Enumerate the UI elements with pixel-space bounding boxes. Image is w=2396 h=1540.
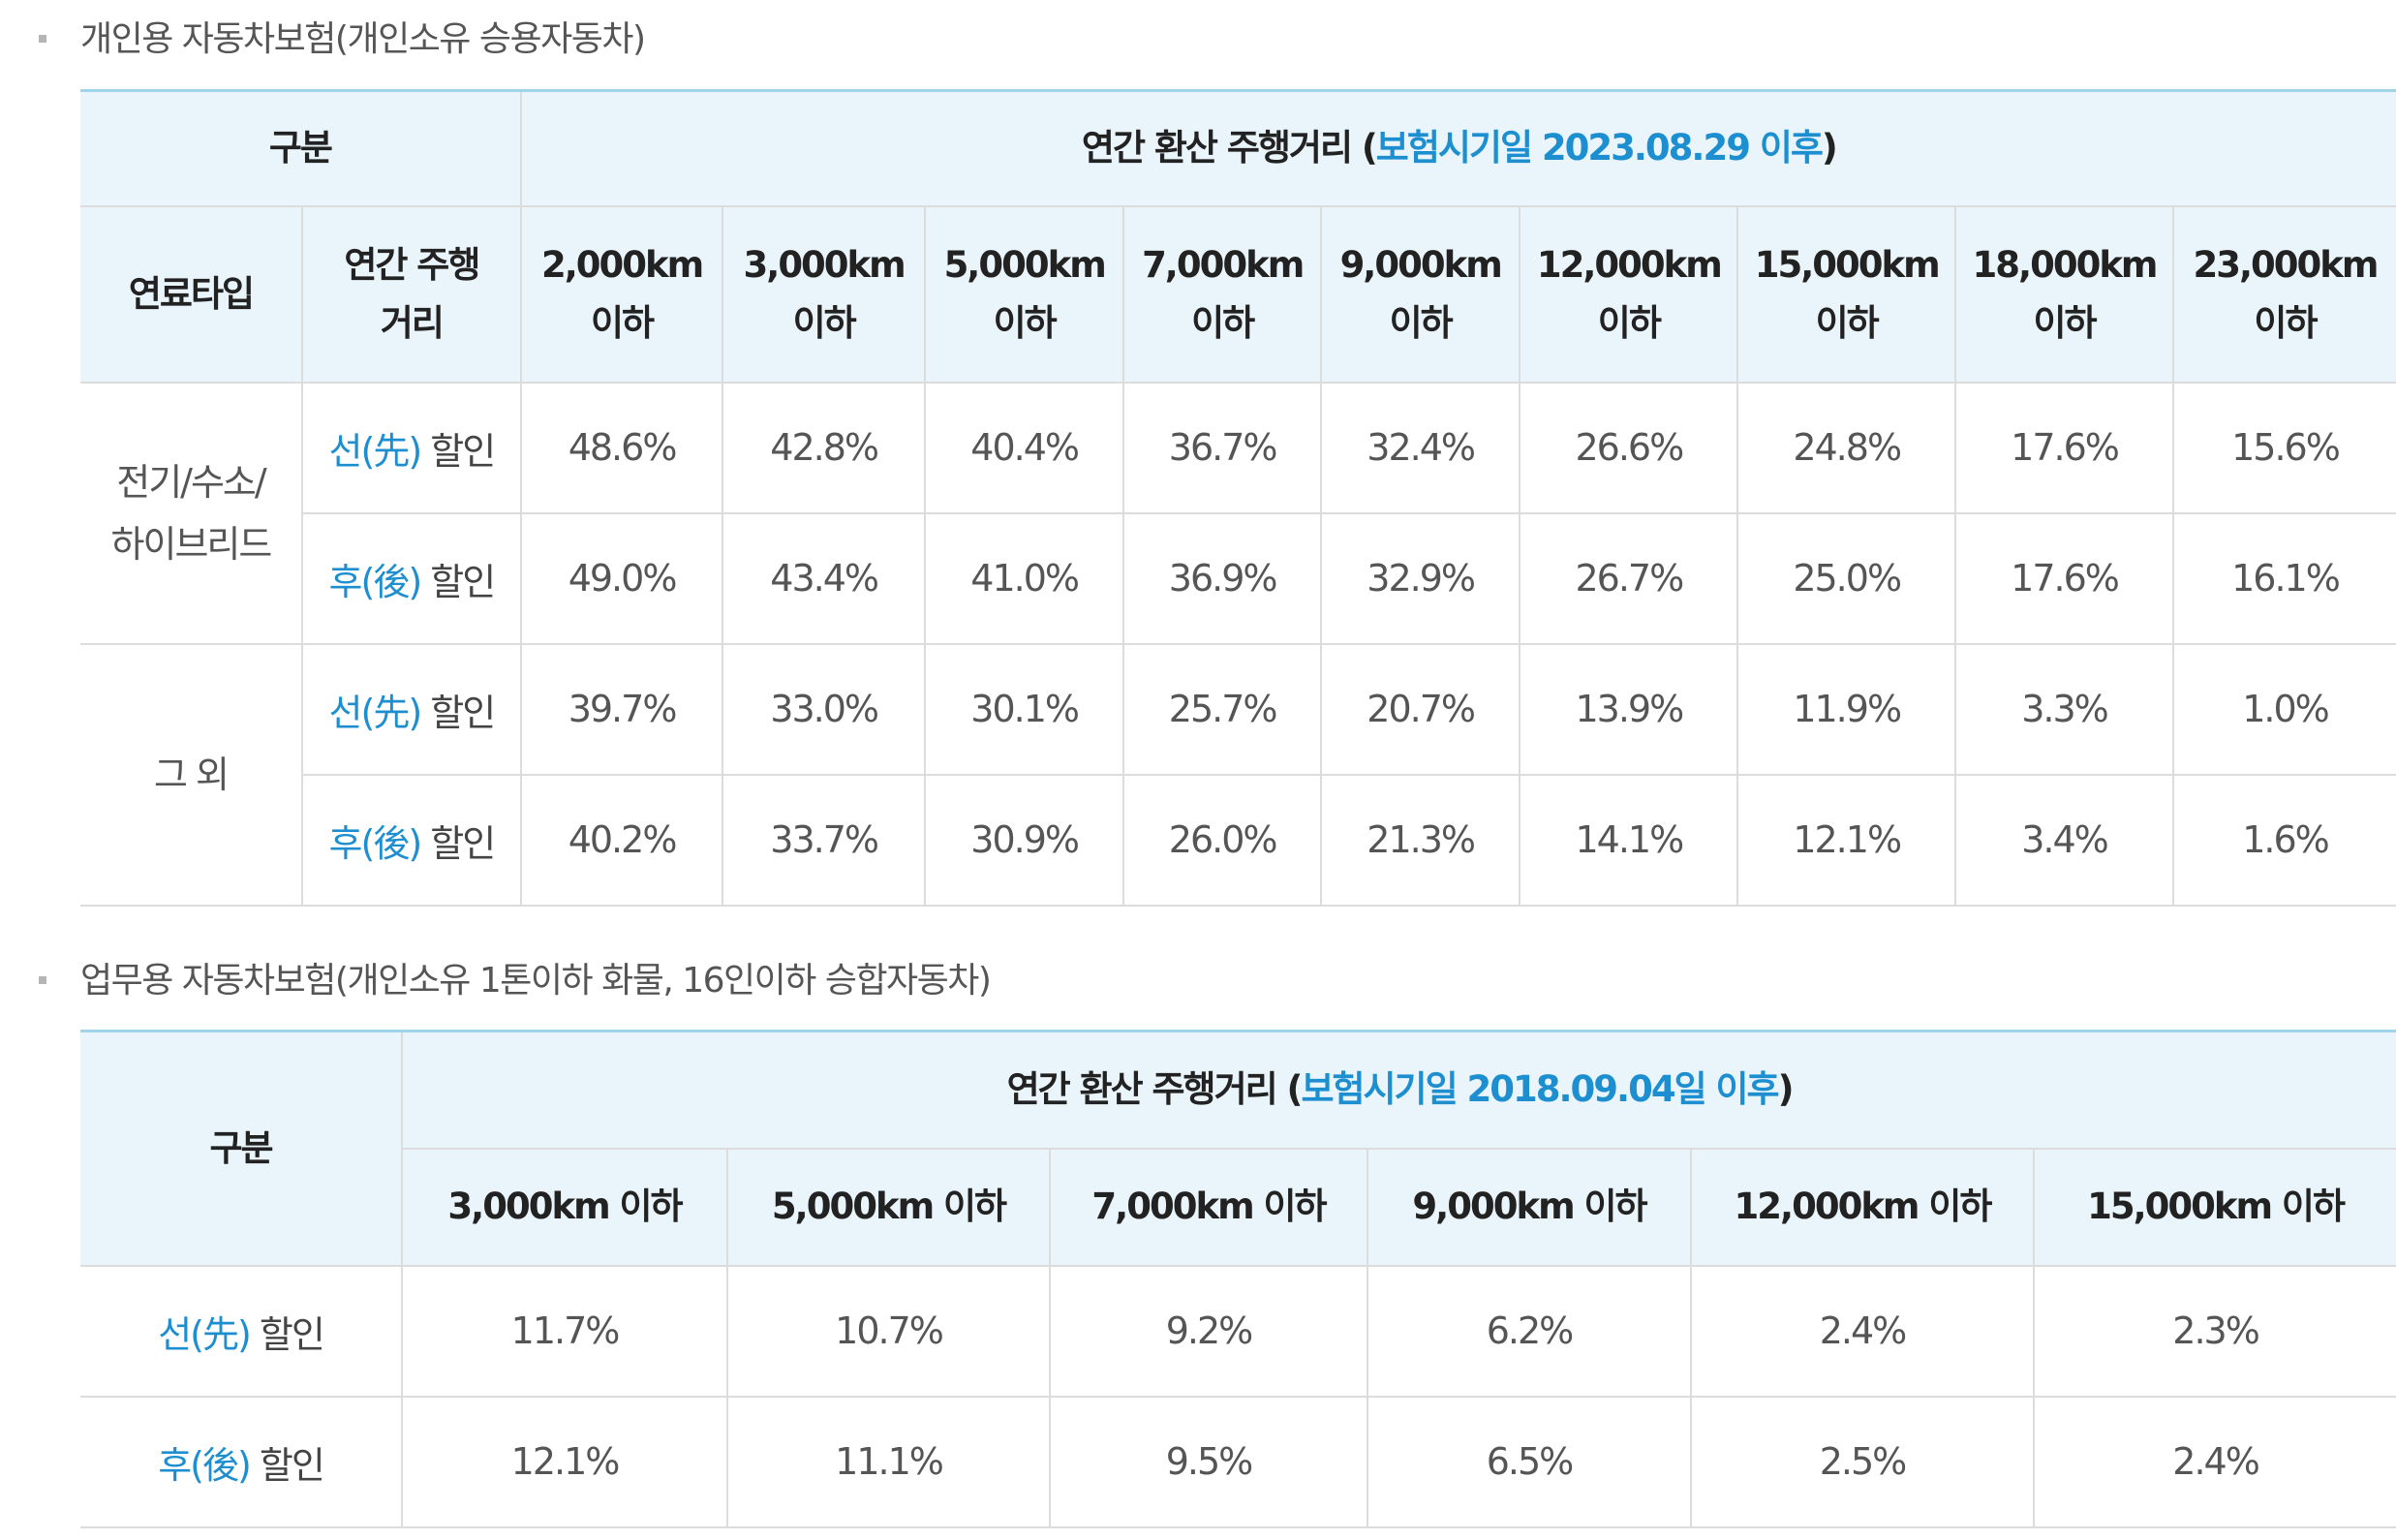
rate-cell: 39.7% [519,642,724,776]
rate-cell: 13.9% [1519,642,1739,776]
col-header: 15,000km 이하 [1736,204,1957,384]
header-annual-distance: 연간 환산 주행거리 (보험시기일 2023.08.29 이후) [519,90,2396,207]
col-header: 18,000km 이하 [1954,204,2174,384]
col-header: 5,000km 이하 [923,204,1125,384]
rate-cell: 33.7% [722,773,926,907]
rate-cell: 11.9% [1736,642,1957,776]
rate-cell: 1.0% [2171,642,2396,776]
col-header: 2,000km 이하 [519,204,724,384]
table-row: 전기/수소/하이브리드 선(先) 할인 48.6% 42.8% 40.4% 36… [80,381,2396,645]
bullet-icon [39,35,46,43]
rate-cell: 26.6% [1519,381,1739,514]
rate-cell: 41.0% [923,511,1125,645]
rate-cell: 17.6% [1954,381,2174,514]
col-header: 9,000km 이하 [1319,204,1521,384]
rate-cell: 14.1% [1519,773,1739,907]
business-subheader-row: 3,000km 이하 5,000km 이하 7,000km 이하 9,000km… [80,1147,2396,1267]
rate-cell: 9.2% [1049,1264,1368,1398]
bullet-icon [39,976,46,984]
col-header: 9,000km 이하 [1367,1147,1692,1267]
rate-cell: 40.2% [519,773,724,907]
rate-cell: 12.1% [1736,773,1957,907]
rate-cell: 9.5% [1049,1395,1368,1528]
rate-cell: 30.1% [923,642,1125,776]
discount-type-cell: 선(先) 할인 [80,1264,403,1398]
section-title-business: 업무용 자동차보험(개인소유 1톤이하 화물, 16인이하 승합자동차) [80,961,992,1001]
rate-cell: 2.5% [1690,1395,2035,1528]
rate-cell: 48.6% [519,381,724,514]
rate-cell: 26.7% [1519,511,1739,645]
table-row: 후(後) 할인 40.2% 33.7% 30.9% 26.0% 21.3% 14… [80,773,2396,907]
rate-cell: 24.8% [1736,381,1957,514]
rate-cell: 1.6% [2171,773,2396,907]
rate-cell: 26.0% [1122,773,1322,907]
header-annual-distance: 연간 환산 주행거리 (보험시기일 2018.09.04일 이후) [400,1031,2396,1150]
rate-cell: 2.3% [2032,1264,2396,1398]
header-annual-mileage: 연간 주행거리 [300,204,522,384]
col-header: 7,000km 이하 [1049,1147,1368,1267]
header-category: 구분 [80,1031,403,1267]
table-row: 선(先) 할인 11.7% 10.7% 9.2% 6.2% 2.4% 2.3% [80,1264,2396,1398]
rate-cell: 20.7% [1319,642,1521,776]
personal-rate-table: 구분 연간 환산 주행거리 (보험시기일 2023.08.29 이후) 연료타입… [80,89,2396,907]
rate-cell: 40.4% [923,381,1125,514]
rate-cell: 32.4% [1319,381,1521,514]
fuel-type-cell: 전기/수소/하이브리드 [80,381,303,645]
rate-cell: 43.4% [722,511,926,645]
rate-cell: 49.0% [519,511,724,645]
table-row: 그 외 선(先) 할인 39.7% 33.0% 30.1% 25.7% 20.7… [80,642,2396,907]
discount-type-cell: 선(先) 할인 [300,381,522,514]
col-header: 7,000km 이하 [1122,204,1322,384]
rate-cell: 11.7% [401,1264,728,1398]
header-date-highlight: 보험시기일 2023.08.29 이후 [1375,127,1824,169]
col-header: 5,000km 이하 [726,1147,1051,1267]
rate-cell: 21.3% [1319,773,1521,907]
rate-cell: 3.3% [1954,642,2174,776]
rate-cell: 15.6% [2171,381,2396,514]
discount-type-cell: 후(後) 할인 [80,1395,403,1528]
col-header: 3,000km 이하 [402,1147,728,1267]
rate-cell: 16.1% [2171,511,2396,645]
rate-cell: 25.7% [1122,642,1322,776]
personal-subheader-row: 연료타입 연간 주행거리 2,000km 이하 3,000km 이하 5,000km… [80,204,2396,384]
col-header: 12,000km 이하 [1519,204,1739,384]
header-date-highlight: 보험시기일 2018.09.04일 이후 [1301,1068,1779,1111]
rate-cell: 2.4% [2032,1395,2396,1528]
discount-type-cell: 선(先) 할인 [300,642,522,776]
header-fuel-type: 연료타입 [80,204,303,384]
rate-cell: 36.7% [1122,381,1322,514]
business-rate-table: 구분 연간 환산 주행거리 (보험시기일 2018.09.04일 이후) 3,0… [80,1030,2396,1528]
rate-cell: 17.6% [1954,511,2174,645]
rate-cell: 12.1% [401,1395,728,1528]
table-row: 후(後) 할인 12.1% 11.1% 9.5% 6.5% 2.5% 2.4% [80,1395,2396,1528]
rate-cell: 42.8% [722,381,926,514]
header-category: 구분 [80,90,522,207]
rate-cell: 25.0% [1736,511,1957,645]
rate-cell: 30.9% [923,773,1125,907]
rate-cell: 32.9% [1319,511,1521,645]
rate-cell: 3.4% [1954,773,2174,907]
col-header: 12,000km 이하 [1690,1147,2035,1267]
table-row: 후(後) 할인 49.0% 43.4% 41.0% 36.9% 32.9% 26… [80,511,2396,645]
col-header: 23,000km 이하 [2171,204,2396,384]
section-title-personal: 개인용 자동차보험(개인소유 승용자동차) [80,19,646,59]
rate-cell: 36.9% [1122,511,1322,645]
col-header: 3,000km 이하 [722,204,926,384]
rate-cell: 33.0% [722,642,926,776]
rate-cell: 11.1% [726,1395,1051,1528]
fuel-type-cell: 그 외 [80,642,303,907]
col-header: 15,000km 이하 [2032,1147,2396,1267]
discount-type-cell: 후(後) 할인 [301,773,522,907]
discount-type-cell: 후(後) 할인 [301,511,522,645]
rate-cell: 6.5% [1367,1395,1692,1528]
rate-cell: 2.4% [1690,1264,2035,1398]
rate-cell: 10.7% [726,1264,1051,1398]
rate-cell: 6.2% [1367,1264,1692,1398]
